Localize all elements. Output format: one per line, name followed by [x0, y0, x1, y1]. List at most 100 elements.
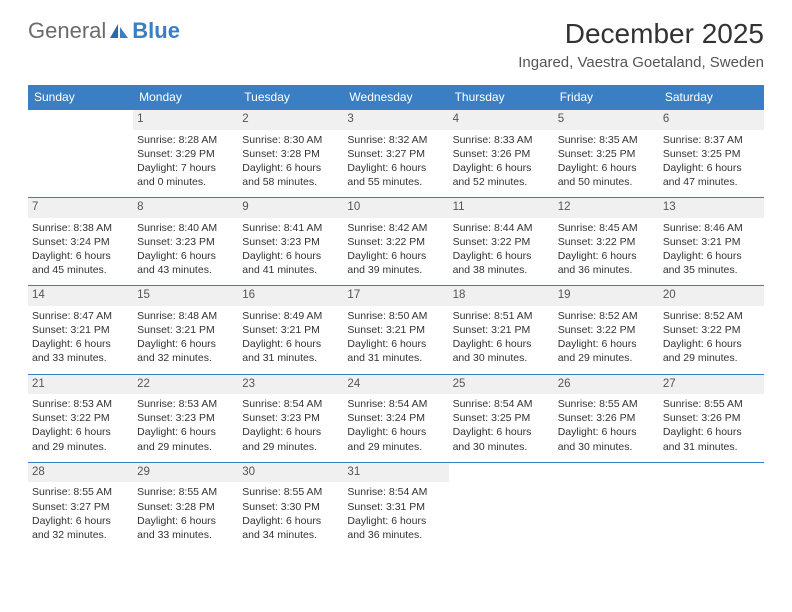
calendar-week: 14 Sunrise: 8:47 AM Sunset: 3:21 PM Dayli…	[28, 286, 764, 374]
day-number: 11	[449, 198, 554, 218]
calendar-cell: 22Sunrise: 8:53 AM Sunset: 3:23 PM Dayli…	[133, 374, 238, 462]
calendar-cell: 29Sunrise: 8:55 AM Sunset: 3:28 PM Dayli…	[133, 462, 238, 550]
day-number: 5	[554, 110, 659, 130]
day-number: 1	[133, 110, 238, 130]
day-number: 16	[238, 286, 343, 306]
day-details: Sunrise: 8:35 AM Sunset: 3:25 PM Dayligh…	[558, 133, 655, 190]
day-header-wed: Wednesday	[343, 85, 448, 110]
day-number: 20	[659, 286, 764, 306]
day-details: Sunrise: 8:40 AM Sunset: 3:23 PM Dayligh…	[137, 221, 234, 278]
day-header-mon: Monday	[133, 85, 238, 110]
day-details: Sunrise: 8:46 AM Sunset: 3:21 PM Dayligh…	[663, 221, 760, 278]
day-details: Sunrise: 8:38 AM Sunset: 3:24 PM Dayligh…	[32, 221, 129, 278]
day-number: 30	[238, 463, 343, 483]
day-number: 3	[343, 110, 448, 130]
day-details: Sunrise: 8:53 AM Sunset: 3:23 PM Dayligh…	[137, 397, 234, 454]
day-details: Sunrise: 8:53 AM Sunset: 3:22 PM Dayligh…	[32, 397, 129, 454]
calendar-cell: 16 Sunrise: 8:49 AM Sunset: 3:21 PM Dayli…	[238, 286, 343, 374]
day-header-row: Sunday Monday Tuesday Wednesday Thursday…	[28, 85, 764, 110]
day-number: 12	[554, 198, 659, 218]
day-header-sat: Saturday	[659, 85, 764, 110]
calendar-week: 7 Sunrise: 8:38 AM Sunset: 3:24 PM Daylig…	[28, 198, 764, 286]
day-details: Sunrise: 8:37 AM Sunset: 3:25 PM Dayligh…	[663, 133, 760, 190]
day-details: Sunrise: 8:55 AM Sunset: 3:26 PM Dayligh…	[663, 397, 760, 454]
day-details: Sunrise: 8:30 AM Sunset: 3:28 PM Dayligh…	[242, 133, 339, 190]
calendar-cell	[28, 110, 133, 198]
day-header-thu: Thursday	[449, 85, 554, 110]
day-number: 24	[343, 375, 448, 395]
day-number: 25	[449, 375, 554, 395]
calendar-week: 28Sunrise: 8:55 AM Sunset: 3:27 PM Dayli…	[28, 462, 764, 550]
day-details: Sunrise: 8:54 AM Sunset: 3:23 PM Dayligh…	[242, 397, 339, 454]
calendar-cell: 9Sunrise: 8:41 AM Sunset: 3:23 PM Daylig…	[238, 198, 343, 286]
day-details: Sunrise: 8:55 AM Sunset: 3:27 PM Dayligh…	[32, 485, 129, 542]
calendar-cell: 2 Sunrise: 8:30 AM Sunset: 3:28 PM Daylig…	[238, 110, 343, 198]
day-number: 6	[659, 110, 764, 130]
day-number: 22	[133, 375, 238, 395]
day-details: Sunrise: 8:48 AM Sunset: 3:21 PM Dayligh…	[137, 309, 234, 366]
day-number: 10	[343, 198, 448, 218]
day-header-sun: Sunday	[28, 85, 133, 110]
month-title: December 2025	[518, 18, 764, 50]
title-block: December 2025 Ingared, Vaestra Goetaland…	[518, 18, 764, 71]
calendar-cell	[449, 462, 554, 550]
day-details: Sunrise: 8:28 AM Sunset: 3:29 PM Dayligh…	[137, 133, 234, 190]
calendar-cell: 21Sunrise: 8:53 AM Sunset: 3:22 PM Dayli…	[28, 374, 133, 462]
day-details: Sunrise: 8:33 AM Sunset: 3:26 PM Dayligh…	[453, 133, 550, 190]
logo-text-general: General	[28, 18, 106, 44]
calendar-cell: 7 Sunrise: 8:38 AM Sunset: 3:24 PM Daylig…	[28, 198, 133, 286]
calendar-cell: 6 Sunrise: 8:37 AM Sunset: 3:25 PM Daylig…	[659, 110, 764, 198]
day-details: Sunrise: 8:32 AM Sunset: 3:27 PM Dayligh…	[347, 133, 444, 190]
location-text: Ingared, Vaestra Goetaland, Sweden	[518, 54, 764, 71]
logo-text-blue: Blue	[132, 18, 180, 44]
day-number: 13	[659, 198, 764, 218]
calendar-cell: 25Sunrise: 8:54 AM Sunset: 3:25 PM Dayli…	[449, 374, 554, 462]
calendar-cell: 28Sunrise: 8:55 AM Sunset: 3:27 PM Dayli…	[28, 462, 133, 550]
day-details: Sunrise: 8:54 AM Sunset: 3:25 PM Dayligh…	[453, 397, 550, 454]
calendar-cell: 1 Sunrise: 8:28 AM Sunset: 3:29 PM Daylig…	[133, 110, 238, 198]
day-number: 14	[28, 286, 133, 306]
logo-sail-icon	[108, 22, 130, 40]
calendar-cell: 14 Sunrise: 8:47 AM Sunset: 3:21 PM Dayli…	[28, 286, 133, 374]
day-details: Sunrise: 8:54 AM Sunset: 3:24 PM Dayligh…	[347, 397, 444, 454]
day-details: Sunrise: 8:49 AM Sunset: 3:21 PM Dayligh…	[242, 309, 339, 366]
calendar-week: 21Sunrise: 8:53 AM Sunset: 3:22 PM Dayli…	[28, 374, 764, 462]
calendar-cell: 27Sunrise: 8:55 AM Sunset: 3:26 PM Dayli…	[659, 374, 764, 462]
calendar-cell: 12 Sunrise: 8:45 AM Sunset: 3:22 PM Dayli…	[554, 198, 659, 286]
calendar-cell: 13 Sunrise: 8:46 AM Sunset: 3:21 PM Dayli…	[659, 198, 764, 286]
calendar-cell: 19Sunrise: 8:52 AM Sunset: 3:22 PM Dayli…	[554, 286, 659, 374]
day-number: 7	[28, 198, 133, 218]
calendar-cell: 30Sunrise: 8:55 AM Sunset: 3:30 PM Dayli…	[238, 462, 343, 550]
day-details: Sunrise: 8:42 AM Sunset: 3:22 PM Dayligh…	[347, 221, 444, 278]
day-number: 26	[554, 375, 659, 395]
logo: General Blue	[28, 18, 180, 44]
day-number: 17	[343, 286, 448, 306]
calendar-cell: 8Sunrise: 8:40 AM Sunset: 3:23 PM Daylig…	[133, 198, 238, 286]
calendar-cell: 20Sunrise: 8:52 AM Sunset: 3:22 PM Dayli…	[659, 286, 764, 374]
calendar-week: 1 Sunrise: 8:28 AM Sunset: 3:29 PM Daylig…	[28, 110, 764, 198]
day-details: Sunrise: 8:55 AM Sunset: 3:28 PM Dayligh…	[137, 485, 234, 542]
calendar-cell: 3 Sunrise: 8:32 AM Sunset: 3:27 PM Daylig…	[343, 110, 448, 198]
day-number: 27	[659, 375, 764, 395]
day-details: Sunrise: 8:47 AM Sunset: 3:21 PM Dayligh…	[32, 309, 129, 366]
calendar-cell: 10 Sunrise: 8:42 AM Sunset: 3:22 PM Dayli…	[343, 198, 448, 286]
day-header-tue: Tuesday	[238, 85, 343, 110]
day-number: 4	[449, 110, 554, 130]
day-details: Sunrise: 8:41 AM Sunset: 3:23 PM Dayligh…	[242, 221, 339, 278]
day-details: Sunrise: 8:55 AM Sunset: 3:26 PM Dayligh…	[558, 397, 655, 454]
day-details: Sunrise: 8:44 AM Sunset: 3:22 PM Dayligh…	[453, 221, 550, 278]
header: General Blue December 2025 Ingared, Vaes…	[0, 0, 792, 77]
day-details: Sunrise: 8:52 AM Sunset: 3:22 PM Dayligh…	[558, 309, 655, 366]
calendar-cell: 17 Sunrise: 8:50 AM Sunset: 3:21 PM Dayli…	[343, 286, 448, 374]
calendar-cell: 11 Sunrise: 8:44 AM Sunset: 3:22 PM Dayli…	[449, 198, 554, 286]
day-number: 21	[28, 375, 133, 395]
day-number: 18	[449, 286, 554, 306]
day-number: 23	[238, 375, 343, 395]
day-details: Sunrise: 8:51 AM Sunset: 3:21 PM Dayligh…	[453, 309, 550, 366]
calendar-cell: 18 Sunrise: 8:51 AM Sunset: 3:21 PM Dayli…	[449, 286, 554, 374]
day-number: 2	[238, 110, 343, 130]
day-details: Sunrise: 8:45 AM Sunset: 3:22 PM Dayligh…	[558, 221, 655, 278]
calendar-cell: 31Sunrise: 8:54 AM Sunset: 3:31 PM Dayli…	[343, 462, 448, 550]
day-details: Sunrise: 8:55 AM Sunset: 3:30 PM Dayligh…	[242, 485, 339, 542]
day-details: Sunrise: 8:50 AM Sunset: 3:21 PM Dayligh…	[347, 309, 444, 366]
